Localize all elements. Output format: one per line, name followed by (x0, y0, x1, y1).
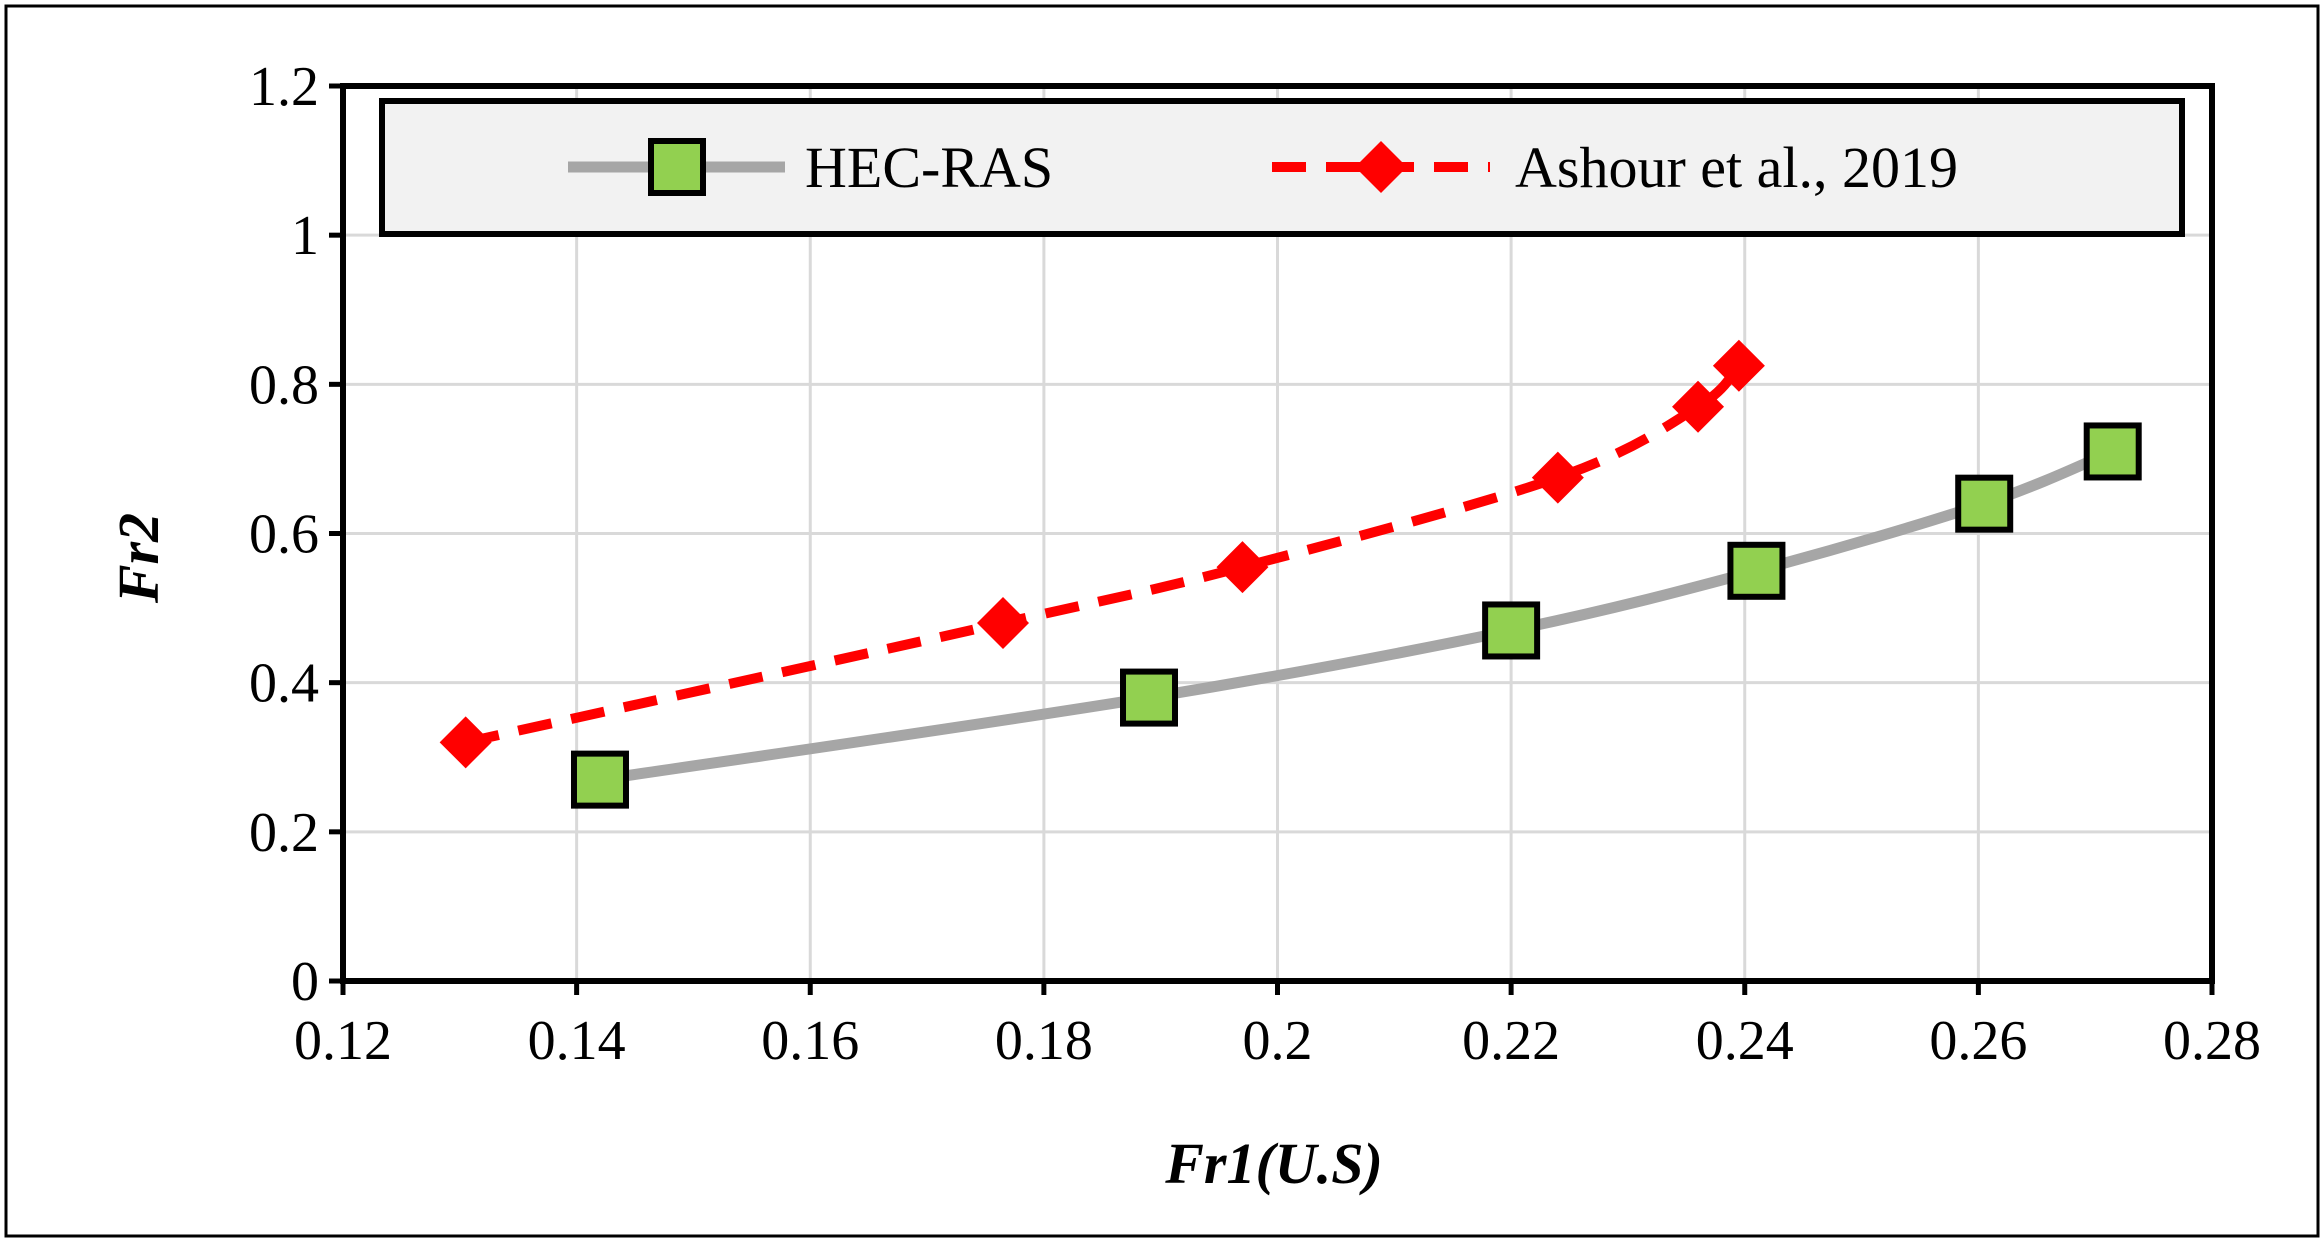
y-tick-label: 0.2 (249, 802, 319, 864)
data-point-marker (1531, 451, 1584, 504)
x-axis-title: Fr1(U.S) (1164, 1131, 1383, 1196)
data-point-marker (439, 716, 492, 769)
x-tick-label: 0.24 (1696, 1010, 1794, 1072)
legend-label-ashour: Ashour et al., 2019 (1515, 135, 1958, 200)
data-point-marker (1672, 380, 1725, 433)
data-point-marker (1120, 668, 1179, 727)
x-tick-label: 0.12 (294, 1010, 392, 1072)
legend-marker-ashour (1355, 141, 1407, 193)
series-ashour-2019 (439, 339, 1765, 769)
data-point-marker (976, 597, 1029, 649)
y-tick-label: 0.6 (249, 504, 319, 566)
y-axis-title: Fr2 (106, 513, 171, 604)
data-point-marker (1955, 474, 2014, 533)
x-tick-label: 0.26 (1929, 1010, 2027, 1072)
x-tick-label: 0.28 (2163, 1010, 2261, 1072)
legend: HEC-RAS Ashour et al., 2019 (379, 98, 2185, 237)
y-tick-label: 0.4 (249, 653, 319, 715)
data-point-marker (1482, 601, 1541, 660)
data-point-marker (2083, 422, 2142, 481)
x-tick-label: 0.18 (995, 1010, 1093, 1072)
data-point-marker (570, 750, 629, 809)
data-point-marker (1712, 339, 1765, 392)
y-tick-label: 1.2 (249, 56, 319, 118)
x-tick-label: 0.14 (528, 1010, 626, 1072)
legend-marker-hec-ras (648, 138, 706, 196)
y-tick-label: 1 (291, 205, 319, 267)
series-line (464, 362, 1743, 748)
y-tick-label: 0 (291, 951, 319, 1013)
axes: 0.12 0.14 0.16 0.18 0.2 0.22 0.24 0.26 0.28 0 0.2 0… (249, 56, 2261, 1072)
data-point-marker (1216, 541, 1269, 594)
y-tick-label: 0.8 (249, 354, 319, 416)
legend-label-hec-ras: HEC-RAS (805, 135, 1053, 200)
data-point-marker (1727, 541, 1786, 600)
series-hec-ras (570, 422, 2142, 809)
x-tick-label: 0.2 (1243, 1010, 1313, 1072)
series-layer (439, 339, 2142, 809)
x-tick-label: 0.16 (761, 1010, 859, 1072)
x-tick-label: 0.22 (1462, 1010, 1560, 1072)
